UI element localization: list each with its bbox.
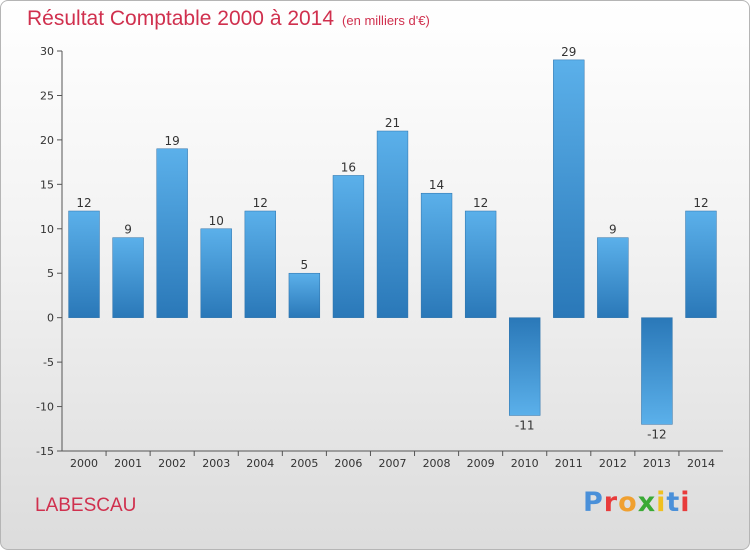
y-tick-label: 0: [47, 312, 54, 325]
data-label-2004: 12: [253, 196, 268, 210]
bar-2010: [509, 317, 541, 416]
chart-unit: (en milliers d'€): [342, 13, 430, 28]
bar-2009: [464, 210, 497, 318]
chart-title: Résultat Comptable 2000 à 2014 (en millie…: [27, 7, 430, 31]
y-tick-label: -5: [43, 356, 54, 369]
x-tick-label: 2000: [70, 457, 98, 470]
x-tick-label: 2013: [643, 457, 671, 470]
bar-2006: [332, 175, 365, 318]
data-label-2011: 29: [561, 45, 576, 59]
x-tick-label: 2002: [158, 457, 186, 470]
y-tick-label: -10: [36, 401, 54, 414]
y-tick-label: 25: [40, 89, 54, 102]
x-tick-label: 2004: [246, 457, 274, 470]
data-label-2006: 16: [341, 160, 356, 174]
data-label-2014: 12: [693, 196, 708, 210]
data-label-2000: 12: [76, 196, 91, 210]
logo-letter: r: [603, 487, 619, 518]
bar-2007: [376, 130, 409, 318]
bar-2008: [420, 192, 453, 318]
y-tick-label: 10: [40, 223, 54, 236]
x-tick-label: 2007: [379, 457, 407, 470]
logo-letter: t: [666, 487, 681, 518]
logo-letter: P: [583, 487, 604, 518]
axes: [57, 50, 723, 456]
commune-name: LABESCAU: [35, 495, 137, 516]
y-tick-label: 20: [40, 134, 54, 147]
x-tick-label: 2006: [334, 457, 362, 470]
data-label-2013: -12: [647, 427, 667, 441]
bar-2001: [112, 237, 144, 318]
x-tick-label: 2014: [687, 457, 715, 470]
x-tick-label: 2008: [423, 457, 451, 470]
data-label-2008: 14: [429, 178, 444, 192]
bar-2000: [68, 210, 100, 318]
y-tick-label: 30: [40, 45, 54, 58]
bar-2013: [641, 317, 673, 425]
logo-letter: i: [656, 487, 667, 518]
bar-2003: [200, 228, 232, 318]
x-tick-label: 2003: [202, 457, 230, 470]
y-tick-label: -15: [36, 445, 54, 458]
y-tick-label: 5: [47, 267, 54, 280]
logo-letter: i: [680, 487, 691, 518]
logo-letter: x: [637, 487, 657, 518]
bar-2012: [597, 237, 629, 318]
y-tick-label: 15: [40, 178, 54, 191]
x-tick-label: 2009: [467, 457, 495, 470]
y-tick-labels: 30 25 20 15 10 5 0 -5 -10 -15: [36, 45, 54, 458]
data-label-2002: 19: [165, 134, 180, 148]
logo-letter: o: [618, 487, 638, 518]
bars: [68, 59, 717, 425]
x-tick-labels: 2000 2001 2002 2003 2004 2005 2006 2007 2008 2009…: [70, 457, 715, 470]
proxiti-logo[interactable]: Proxiti: [583, 487, 691, 518]
data-label-2009: 12: [473, 196, 488, 210]
bar-2011: [553, 59, 585, 318]
x-tick-label: 2010: [511, 457, 539, 470]
data-label-2007: 21: [385, 116, 400, 130]
bar-2014: [685, 210, 717, 318]
x-tick-label: 2011: [555, 457, 583, 470]
x-tick-label: 2012: [599, 457, 627, 470]
data-label-2010: -11: [515, 418, 535, 432]
x-tick-label: 2005: [290, 457, 318, 470]
data-label-2005: 5: [301, 258, 309, 272]
data-label-2003: 10: [209, 214, 224, 228]
x-tick-label: 2001: [114, 457, 142, 470]
data-label-2001: 9: [124, 223, 132, 237]
data-labels: 12 9 19 10 12 5 16 21 14 12 -11 29 9 -12 12: [76, 45, 708, 441]
bar-2004: [244, 210, 276, 318]
bar-2002: [156, 148, 188, 318]
bar-2005: [288, 272, 321, 318]
data-label-2012: 9: [609, 223, 617, 237]
chart-title-text: Résultat Comptable 2000 à 2014: [27, 7, 335, 30]
